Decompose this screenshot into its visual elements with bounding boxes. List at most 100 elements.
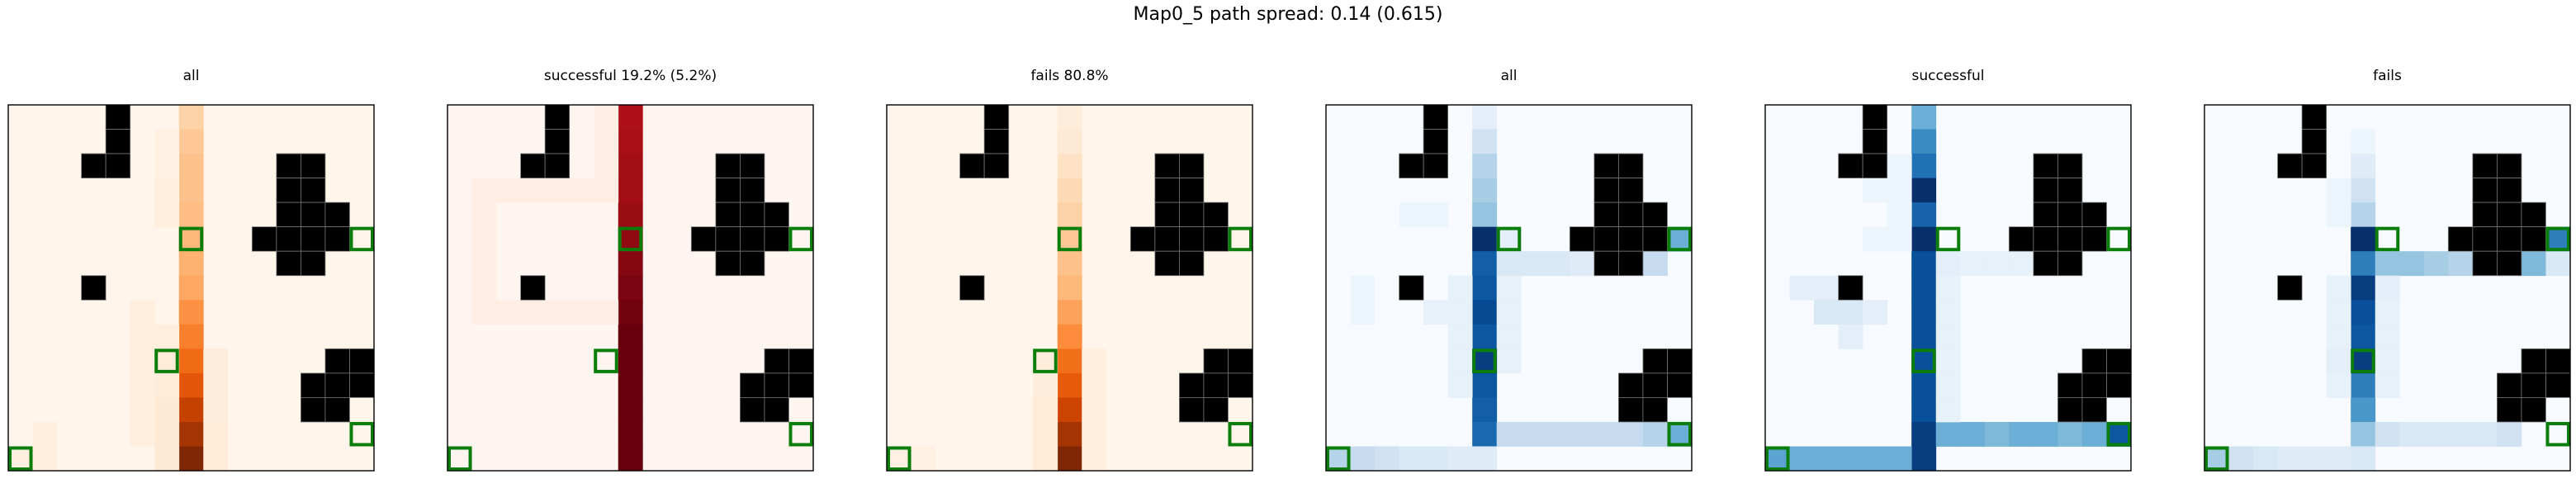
heatmap-cell (1496, 275, 1522, 301)
heatmap-cell (2351, 324, 2376, 349)
wall-cell (2545, 348, 2571, 374)
wall-cell (1203, 202, 1229, 228)
heatmap-cell (471, 275, 497, 301)
target-marker (1326, 446, 1351, 472)
wall-cell (2496, 202, 2522, 228)
heatmap-cell (1814, 275, 1839, 301)
wall-cell (1618, 178, 1644, 203)
wall-cell (1179, 396, 1205, 423)
wall-cell (276, 202, 301, 228)
heatmap-cell (154, 349, 180, 374)
wall-cell (2057, 178, 2083, 203)
heatmap-cell (1033, 349, 1058, 374)
wall-cell (1399, 153, 1424, 178)
wall-cell (300, 153, 326, 178)
target-marker (2351, 349, 2375, 373)
heatmap-cell (178, 421, 204, 447)
heatmap-cell (2448, 421, 2474, 447)
heatmap-cell (1447, 275, 1473, 301)
heatmap-cell (594, 154, 619, 178)
heatmap-cell (2351, 129, 2376, 154)
wall-cell (2521, 226, 2546, 252)
wall-cell (1618, 202, 1644, 228)
heatmap-cell (203, 421, 229, 447)
heatmap-cell (2423, 421, 2449, 447)
wall-cell (105, 129, 131, 154)
heatmap-cell (471, 300, 497, 325)
heatmap-cell (32, 446, 58, 472)
heatmap-cell (2081, 421, 2107, 447)
wall-cell (1593, 178, 1619, 203)
heatmap-cell (2472, 421, 2498, 447)
wall-cell (1179, 178, 1205, 203)
target-marker (1667, 421, 1693, 447)
heatmap-cell (178, 324, 204, 349)
heatmap-cell (1423, 446, 1449, 472)
wall-cell (788, 372, 814, 398)
heatmap-cell (178, 251, 204, 277)
wall-cell (1618, 226, 1644, 252)
heatmap-panel-4: all (1325, 68, 1693, 472)
wall-cell (1593, 250, 1619, 277)
wall-cell (81, 275, 107, 301)
heatmap-cell (1057, 446, 1082, 472)
wall-cell (544, 153, 571, 178)
heatmap-cell (1057, 154, 1082, 178)
heatmap-cell (178, 275, 204, 301)
wall-cell (1862, 153, 1888, 178)
heatmap-cell (130, 349, 155, 374)
heatmap-cell (1057, 421, 1082, 447)
wall-cell (740, 153, 765, 178)
heatmap-cell (1350, 275, 1376, 301)
wall-cell (324, 348, 350, 374)
heatmap-cell (130, 300, 155, 325)
heatmap-cell (2351, 178, 2376, 203)
heatmap-cell (1911, 372, 1937, 398)
heatmap-cell (1057, 324, 1082, 349)
wall-cell (1593, 202, 1619, 228)
wall-cell (1179, 202, 1205, 228)
target-marker (8, 446, 33, 472)
target-marker (1472, 349, 1497, 373)
heatmap-cell (2448, 251, 2474, 277)
heatmap-cell (2057, 421, 2083, 447)
target-marker (1228, 226, 1253, 252)
wall-cell (1179, 226, 1205, 252)
figure-suptitle: Map0_5 path spread: 0.14 (0.615) (1133, 4, 1443, 25)
heatmap-cell (471, 178, 497, 203)
wall-cell (300, 396, 326, 423)
heatmap-cell (203, 397, 229, 423)
target-marker (887, 446, 912, 472)
target-marker (1765, 446, 1790, 472)
heatmap-cell (2009, 251, 2034, 277)
heatmap-cell (1545, 421, 1570, 447)
heatmap-cell (1789, 446, 1815, 472)
wall-cell (544, 104, 571, 130)
wall-cell (715, 226, 741, 252)
wall-cell (2057, 202, 2083, 228)
heatmap-cell (178, 202, 204, 228)
heatmap-cell (1789, 275, 1815, 301)
target-marker (1228, 421, 1253, 447)
wall-cell (2277, 153, 2303, 178)
heatmap-cell (1033, 446, 1058, 472)
heatmap-cell (1814, 300, 1839, 325)
heatmap-cell (1911, 178, 1937, 203)
panel-title: successful 19.2% (5.2%) (544, 68, 717, 84)
heatmap-cell (1057, 372, 1082, 398)
heatmap-cell (1082, 372, 1107, 398)
heatmap-cell (1375, 446, 1399, 472)
heatmap-cell (1935, 324, 1961, 349)
heatmap-cell (618, 105, 643, 130)
heatmap-cell (1984, 421, 2010, 447)
heatmap-cell (1447, 446, 1473, 472)
wall-cell (1154, 250, 1180, 277)
heatmap-cell (1960, 421, 1986, 447)
heatmap-cell (1057, 349, 1082, 374)
heatmap-cell (178, 129, 204, 154)
heatmap-cell (1935, 275, 1961, 301)
heatmap-cell (569, 178, 594, 203)
wall-cell (2301, 129, 2327, 154)
heatmap-cell (2351, 275, 2376, 301)
wall-cell (1423, 153, 1449, 178)
